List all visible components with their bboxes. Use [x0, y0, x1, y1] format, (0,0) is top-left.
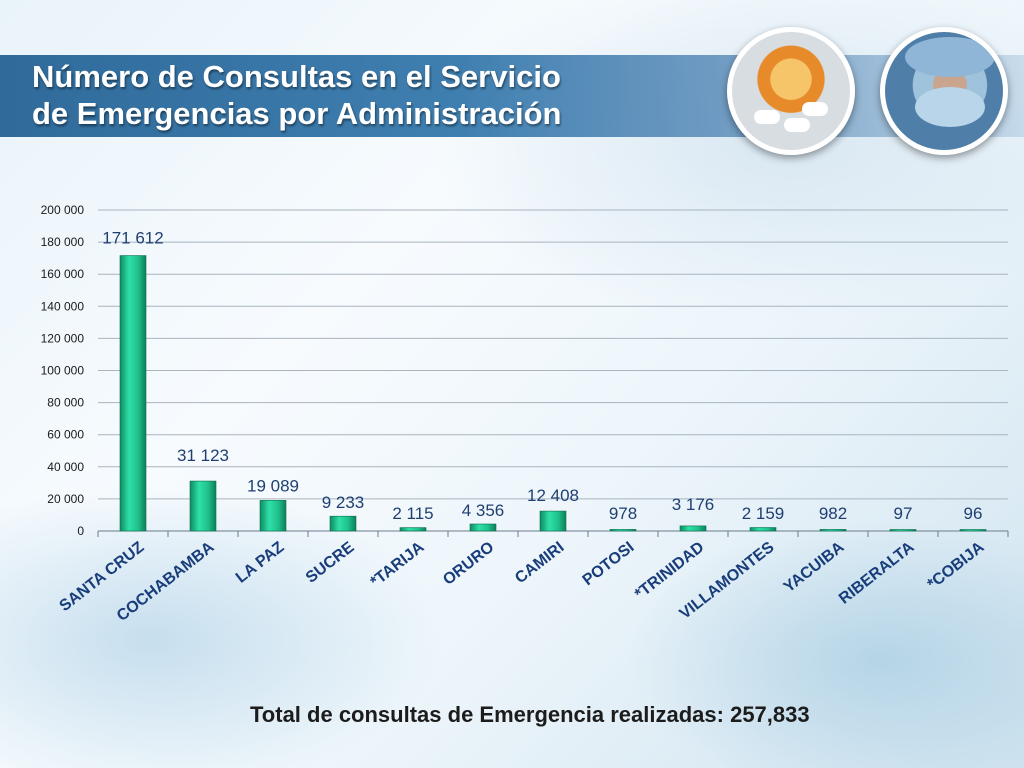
data-label: 2 115 [392, 504, 433, 523]
bar [329, 515, 357, 532]
bar [889, 529, 917, 532]
bar [679, 525, 707, 532]
bar [399, 527, 427, 532]
data-label: 9 233 [322, 493, 365, 512]
bar [819, 529, 847, 532]
y-tick-label: 200 000 [41, 203, 85, 217]
data-label: 982 [819, 504, 847, 523]
total-consultations: Total de consultas de Emergencia realiza… [250, 702, 810, 727]
bar [469, 523, 497, 532]
y-tick-label: 160 000 [41, 267, 85, 281]
data-label: 31 123 [177, 446, 229, 465]
y-tick-label: 80 000 [47, 396, 84, 410]
y-tick-label: 180 000 [41, 235, 85, 249]
bar [609, 529, 637, 532]
data-label: 3 176 [672, 495, 715, 514]
pills-photo-icon [727, 27, 855, 155]
bar [539, 510, 567, 532]
bar [119, 255, 147, 532]
bars [119, 255, 987, 532]
data-label: 97 [894, 504, 913, 523]
y-axis-ticks: 0 20 000 40 000 60 000 80 000 100 000 120 000 1… [41, 203, 85, 538]
data-label: 19 089 [247, 476, 299, 495]
category-label: SUCRE [303, 539, 358, 587]
category-label: *COBIJA [924, 538, 987, 593]
y-tick-label: 40 000 [47, 460, 84, 474]
data-label: 4 356 [462, 501, 505, 520]
page-title: Número de Consultas en el Servicio de Em… [32, 58, 561, 132]
category-label: CAMIRI [512, 539, 567, 587]
y-tick-label: 140 000 [41, 299, 85, 313]
y-tick-label: 20 000 [47, 492, 84, 506]
surgeon-photo-icon [880, 27, 1008, 155]
data-label: 978 [609, 504, 637, 523]
data-label: 171 612 [102, 229, 163, 248]
y-tick-label: 60 000 [47, 428, 84, 442]
bar-chart: 0 20 000 40 000 60 000 80 000 100 000 120 000 1… [41, 203, 1009, 625]
bar [259, 500, 287, 532]
title-line-1: Número de Consultas en el Servicio [32, 59, 561, 94]
title-line-2: de Emergencias por Administración [32, 96, 562, 131]
data-labels: 171 612 31 123 19 089 9 233 2 115 4 356 12 408… [102, 229, 982, 523]
bar [189, 480, 217, 532]
category-label: RIBERALTA [836, 538, 918, 607]
y-tick-label: 120 000 [41, 331, 85, 345]
category-label: *TARIJA [367, 538, 427, 590]
data-label: 12 408 [527, 486, 579, 505]
y-tick-label: 100 000 [41, 364, 85, 378]
category-label: LA PAZ [233, 539, 288, 587]
bar [959, 529, 987, 532]
category-label: POTOSI [580, 539, 638, 589]
y-tick-label: 0 [77, 524, 84, 538]
data-label: 96 [964, 504, 983, 523]
category-label: YACUIBA [781, 538, 848, 596]
data-label: 2 159 [742, 504, 785, 523]
bar [749, 527, 777, 532]
category-label: ORURO [440, 539, 497, 589]
